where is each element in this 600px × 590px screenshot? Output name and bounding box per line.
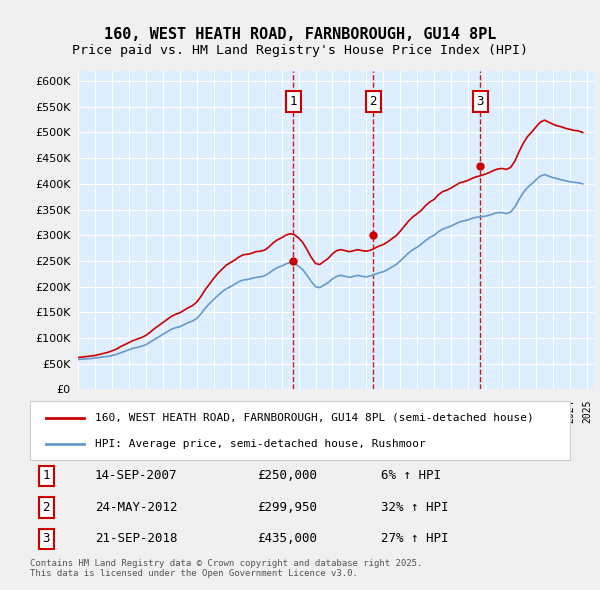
- Text: Contains HM Land Registry data © Crown copyright and database right 2025.
This d: Contains HM Land Registry data © Crown c…: [30, 559, 422, 578]
- Text: £250,000: £250,000: [257, 470, 317, 483]
- Text: £435,000: £435,000: [257, 532, 317, 545]
- Text: 160, WEST HEATH ROAD, FARNBOROUGH, GU14 8PL (semi-detached house): 160, WEST HEATH ROAD, FARNBOROUGH, GU14 …: [95, 413, 533, 422]
- Text: 3: 3: [43, 532, 50, 545]
- Text: 1: 1: [43, 470, 50, 483]
- Text: HPI: Average price, semi-detached house, Rushmoor: HPI: Average price, semi-detached house,…: [95, 439, 425, 448]
- Text: 24-MAY-2012: 24-MAY-2012: [95, 501, 178, 514]
- Text: 3: 3: [476, 95, 484, 108]
- Text: Price paid vs. HM Land Registry's House Price Index (HPI): Price paid vs. HM Land Registry's House …: [72, 44, 528, 57]
- Text: 2: 2: [43, 501, 50, 514]
- Text: 160, WEST HEATH ROAD, FARNBOROUGH, GU14 8PL: 160, WEST HEATH ROAD, FARNBOROUGH, GU14 …: [104, 27, 496, 41]
- Text: 1: 1: [290, 95, 297, 108]
- Text: 27% ↑ HPI: 27% ↑ HPI: [381, 532, 449, 545]
- Text: £299,950: £299,950: [257, 501, 317, 514]
- Text: 2: 2: [370, 95, 377, 108]
- Text: 32% ↑ HPI: 32% ↑ HPI: [381, 501, 449, 514]
- Text: 14-SEP-2007: 14-SEP-2007: [95, 470, 178, 483]
- Text: 6% ↑ HPI: 6% ↑ HPI: [381, 470, 441, 483]
- Text: 21-SEP-2018: 21-SEP-2018: [95, 532, 178, 545]
